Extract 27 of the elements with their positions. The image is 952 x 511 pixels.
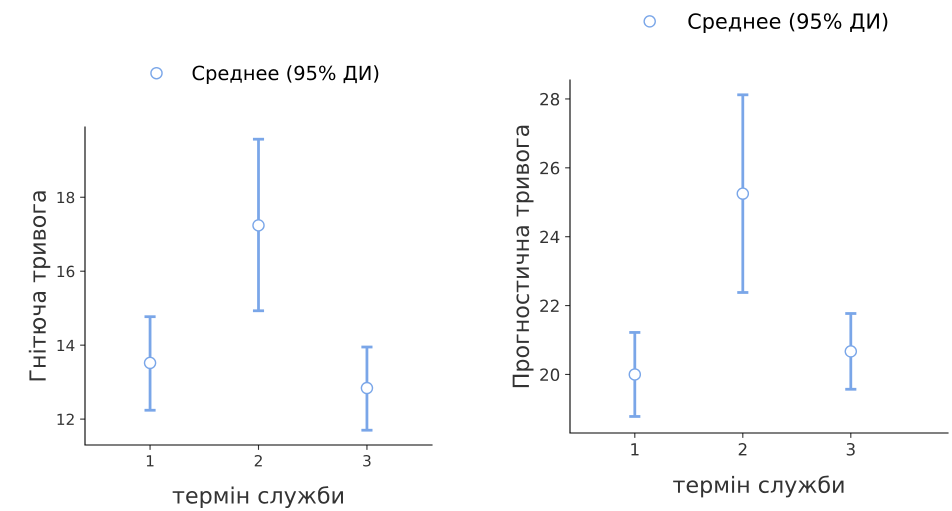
y-tick-label: 24: [540, 230, 560, 244]
x-tick-label: 2: [254, 454, 262, 466]
y-tick-label: 22: [540, 300, 559, 312]
x-tick-label: 3: [846, 443, 855, 456]
point: [360, 382, 374, 394]
legend-label: Среднее (95% ДИ): [192, 65, 378, 84]
x-tick-label: 1: [146, 455, 154, 466]
y-tick-label: 26: [540, 162, 560, 174]
y-axis-title: Гнітюча тривога: [28, 191, 50, 380]
legend-label: Среднее (95% ДИ): [688, 12, 888, 34]
point: [736, 187, 750, 200]
x-tick-label: 3: [363, 454, 371, 467]
y-tick-label: 14: [58, 340, 74, 351]
point: [144, 356, 156, 370]
point: [628, 368, 642, 381]
y-axis-title: Прогностична тривога: [512, 126, 534, 388]
y-tick-label: 28: [540, 92, 560, 106]
point: [844, 345, 858, 358]
y-tick-label: 16: [58, 266, 74, 278]
y-tick-label: 12: [58, 414, 74, 425]
x-tick-label: 2: [738, 443, 746, 456]
x-tick-label: 1: [631, 443, 639, 456]
y-tick-label: 20: [540, 368, 560, 382]
point: [252, 219, 265, 232]
y-tick-label: 18: [58, 192, 74, 204]
x-axis-title: термін служби: [673, 476, 844, 498]
x-axis-title: термін служби: [172, 486, 343, 508]
